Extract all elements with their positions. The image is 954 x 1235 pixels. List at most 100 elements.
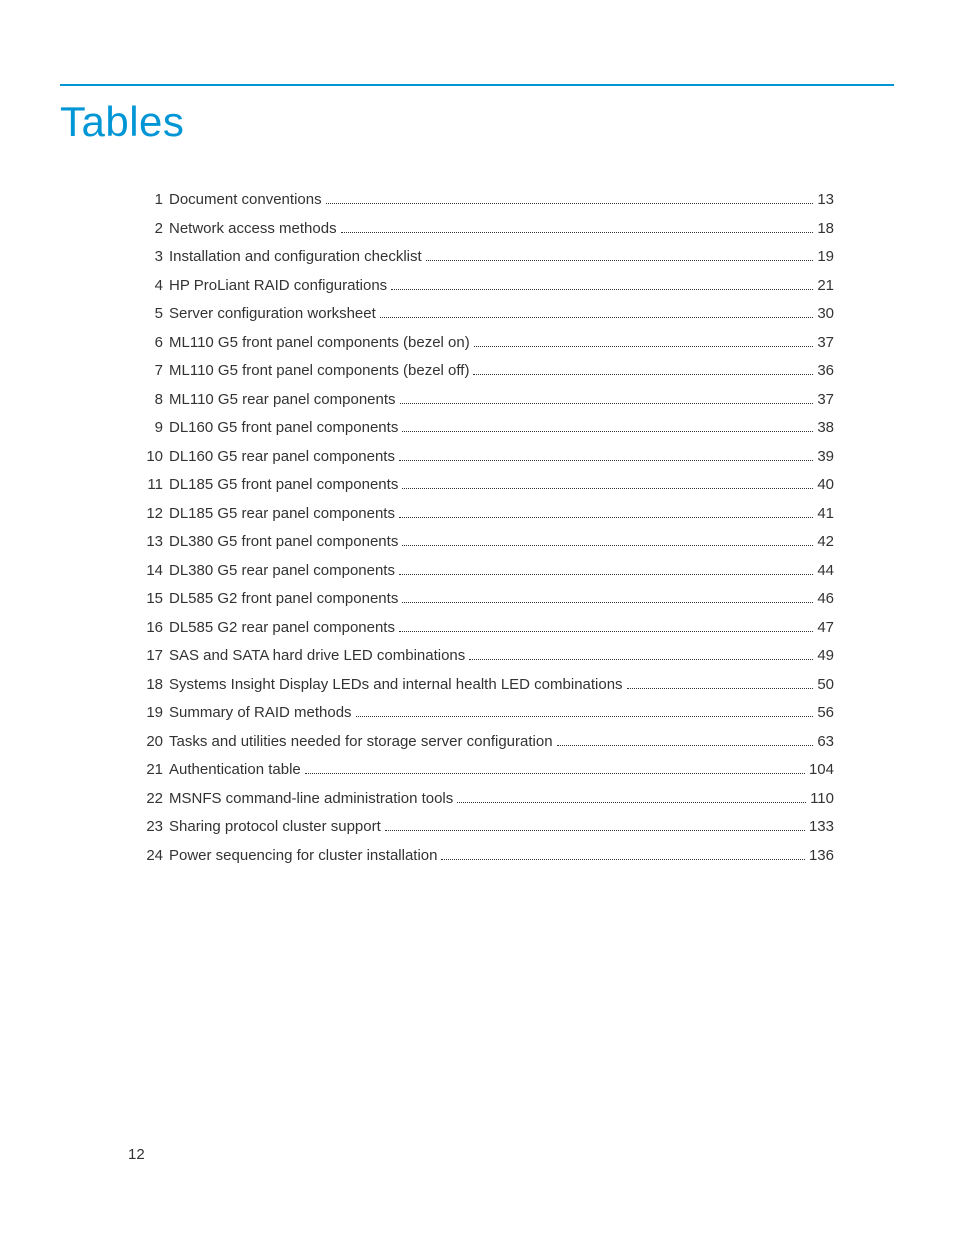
toc-entry[interactable]: 16DL585 G2 rear panel components47 xyxy=(135,614,834,643)
toc-entry-number: 22 xyxy=(135,785,169,814)
toc-dot-leader xyxy=(474,346,814,347)
toc-dot-leader xyxy=(380,317,814,318)
toc-dot-leader xyxy=(402,488,813,489)
toc-entry-title: ML110 G5 rear panel components xyxy=(169,386,396,415)
section-heading: Tables xyxy=(60,98,894,146)
toc-dot-leader xyxy=(469,659,813,660)
toc-entry-number: 23 xyxy=(135,813,169,842)
toc-entry[interactable]: 5Server configuration worksheet 30 xyxy=(135,300,834,329)
toc-entry[interactable]: 1Document conventions13 xyxy=(135,186,834,215)
toc-entry[interactable]: 4HP ProLiant RAID configurations 21 xyxy=(135,272,834,301)
toc-entry-number: 18 xyxy=(135,671,169,700)
toc-entry-number: 3 xyxy=(135,243,169,272)
toc-dot-leader xyxy=(473,374,813,375)
toc-entry-number: 17 xyxy=(135,642,169,671)
toc-entry-number: 5 xyxy=(135,300,169,329)
toc-dot-leader xyxy=(402,602,813,603)
toc-entry-page: 36 xyxy=(817,357,834,386)
toc-entry[interactable]: 3Installation and configuration checklis… xyxy=(135,243,834,272)
toc-dot-leader xyxy=(457,802,806,803)
toc-entry-title: ML110 G5 front panel components (bezel o… xyxy=(169,329,470,358)
toc-entry-number: 15 xyxy=(135,585,169,614)
toc-entry[interactable]: 10DL160 G5 rear panel components 39 xyxy=(135,443,834,472)
page-number: 12 xyxy=(128,1146,145,1163)
toc-entry-title: Power sequencing for cluster installatio… xyxy=(169,842,437,871)
toc-entry[interactable]: 8ML110 G5 rear panel components37 xyxy=(135,386,834,415)
toc-entry-title: DL380 G5 front panel components xyxy=(169,528,398,557)
toc-entry-page: 47 xyxy=(817,614,834,643)
toc-entry-number: 9 xyxy=(135,414,169,443)
toc-dot-leader xyxy=(326,203,814,204)
toc-entry-page: 38 xyxy=(817,414,834,443)
toc-entry-number: 6 xyxy=(135,329,169,358)
toc-entry[interactable]: 21Authentication table104 xyxy=(135,756,834,785)
toc-entry-title: HP ProLiant RAID configurations xyxy=(169,272,387,301)
toc-entry-title: MSNFS command-line administration tools xyxy=(169,785,453,814)
toc-entry-page: 37 xyxy=(817,329,834,358)
toc-entry-title: Network access methods xyxy=(169,215,337,244)
toc-dot-leader xyxy=(557,745,814,746)
toc-entry-title: Sharing protocol cluster support xyxy=(169,813,381,842)
toc-entry[interactable]: 22MSNFS command-line administration tool… xyxy=(135,785,834,814)
toc-entry[interactable]: 11DL185 G5 front panel components40 xyxy=(135,471,834,500)
toc-entry-title: Server configuration worksheet xyxy=(169,300,376,329)
toc-entry[interactable]: 7ML110 G5 front panel components (bezel … xyxy=(135,357,834,386)
toc-entry[interactable]: 20Tasks and utilities needed for storage… xyxy=(135,728,834,757)
toc-entry-page: 30 xyxy=(817,300,834,329)
toc-entry-title: DL160 G5 front panel components xyxy=(169,414,398,443)
toc-entry-number: 7 xyxy=(135,357,169,386)
toc-entry-title: SAS and SATA hard drive LED combinations xyxy=(169,642,465,671)
toc-entry-title: Summary of RAID methods xyxy=(169,699,352,728)
toc-entry-page: 136 xyxy=(809,842,834,871)
toc-entry-number: 11 xyxy=(135,471,169,500)
toc-entry[interactable]: 6ML110 G5 front panel components (bezel … xyxy=(135,329,834,358)
toc-entry[interactable]: 9DL160 G5 front panel components 38 xyxy=(135,414,834,443)
toc-entry-number: 8 xyxy=(135,386,169,415)
document-page: Tables 1Document conventions132Network a… xyxy=(0,0,954,1235)
toc-entry-page: 49 xyxy=(817,642,834,671)
toc-entry-page: 39 xyxy=(817,443,834,472)
toc-entry-page: 18 xyxy=(817,215,834,244)
toc-entry[interactable]: 18Systems Insight Display LEDs and inter… xyxy=(135,671,834,700)
toc-dot-leader xyxy=(402,431,813,432)
toc-entry-page: 56 xyxy=(817,699,834,728)
toc-entry-number: 16 xyxy=(135,614,169,643)
toc-entry-title: ML110 G5 front panel components (bezel o… xyxy=(169,357,469,386)
toc-entry[interactable]: 14DL380 G5 rear panel components44 xyxy=(135,557,834,586)
toc-entry[interactable]: 2Network access methods18 xyxy=(135,215,834,244)
toc-dot-leader xyxy=(399,574,813,575)
toc-entry-page: 40 xyxy=(817,471,834,500)
toc-entry[interactable]: 15DL585 G2 front panel components 46 xyxy=(135,585,834,614)
toc-entry-number: 19 xyxy=(135,699,169,728)
toc-dot-leader xyxy=(305,773,805,774)
toc-entry-page: 133 xyxy=(809,813,834,842)
toc-entry-number: 20 xyxy=(135,728,169,757)
toc-entry-page: 50 xyxy=(817,671,834,700)
toc-entry-number: 10 xyxy=(135,443,169,472)
toc-entry-page: 21 xyxy=(817,272,834,301)
toc-entry-page: 63 xyxy=(817,728,834,757)
toc-dot-leader xyxy=(426,260,814,261)
toc-entry-page: 46 xyxy=(817,585,834,614)
toc-entry-number: 24 xyxy=(135,842,169,871)
toc-entry-title: DL185 G5 rear panel components xyxy=(169,500,395,529)
toc-entry[interactable]: 17SAS and SATA hard drive LED combinatio… xyxy=(135,642,834,671)
list-of-tables: 1Document conventions132Network access m… xyxy=(135,186,834,870)
toc-dot-leader xyxy=(356,716,814,717)
toc-entry[interactable]: 24Power sequencing for cluster installat… xyxy=(135,842,834,871)
toc-dot-leader xyxy=(385,830,805,831)
toc-entry[interactable]: 13DL380 G5 front panel components42 xyxy=(135,528,834,557)
toc-entry-page: 110 xyxy=(810,785,834,814)
toc-entry-title: DL380 G5 rear panel components xyxy=(169,557,395,586)
toc-dot-leader xyxy=(399,460,813,461)
toc-entry[interactable]: 12DL185 G5 rear panel components41 xyxy=(135,500,834,529)
toc-entry[interactable]: 23Sharing protocol cluster support 133 xyxy=(135,813,834,842)
toc-entry-page: 13 xyxy=(817,186,834,215)
toc-entry-number: 14 xyxy=(135,557,169,586)
toc-entry-title: DL585 G2 front panel components xyxy=(169,585,398,614)
toc-entry-title: DL160 G5 rear panel components xyxy=(169,443,395,472)
toc-entry[interactable]: 19Summary of RAID methods 56 xyxy=(135,699,834,728)
toc-entry-page: 42 xyxy=(817,528,834,557)
toc-entry-number: 4 xyxy=(135,272,169,301)
toc-dot-leader xyxy=(402,545,813,546)
